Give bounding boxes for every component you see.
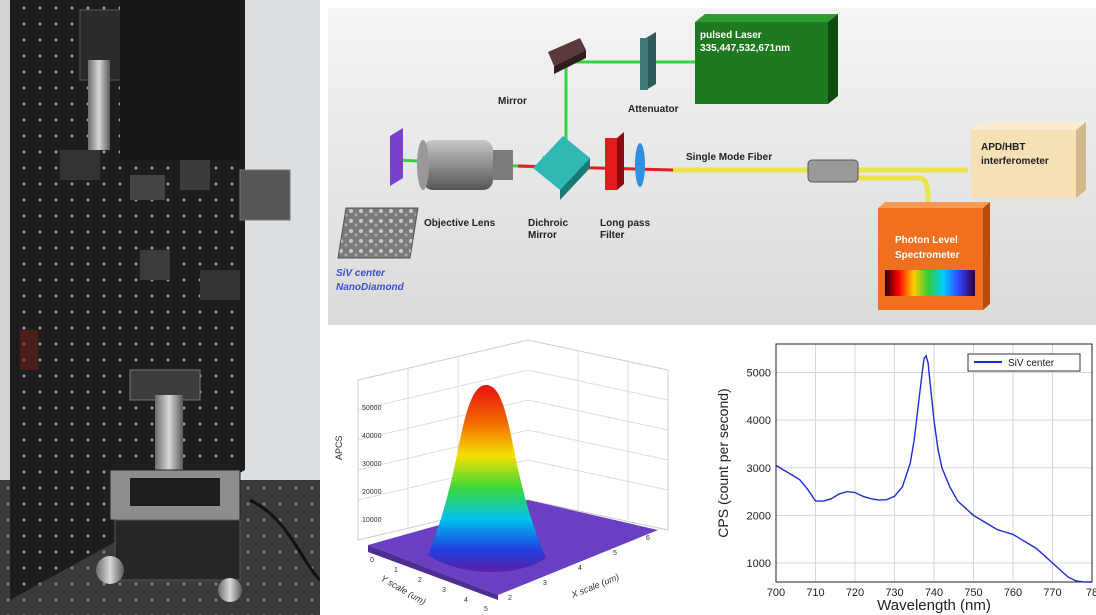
x-tick-label: 750 <box>964 587 982 599</box>
x-tick-label: 78 <box>1086 587 1096 599</box>
mirror-icon <box>548 38 586 74</box>
y-axis: 0 1 2 3 4 5 <box>370 557 488 613</box>
laser-label: pulsed Laser <box>700 30 762 41</box>
pulsed-laser-box: pulsed Laser 335,447,532,671nm <box>695 14 838 104</box>
apd-label-1: APD/HBT <box>981 142 1025 153</box>
focusing-lens-icon <box>635 143 645 187</box>
y-tick-label: 3000 <box>747 463 771 475</box>
dichroic-mirror-icon <box>533 136 590 200</box>
fiber-label: Single Mode Fiber <box>686 152 772 163</box>
fiber-splitter-icon <box>807 159 859 183</box>
optical-setup-schematic: pulsed Laser 335,447,532,671nm Attenuato… <box>328 8 1096 325</box>
legend-box <box>967 353 1081 372</box>
long-pass-filter-icon <box>605 132 624 190</box>
y-tick: 5 <box>484 606 488 613</box>
longpass-label-1: Long pass <box>600 218 650 229</box>
objective-lens-icon <box>417 140 513 190</box>
y-tick-label: 4000 <box>747 415 771 427</box>
x-tick: 4 <box>578 565 582 572</box>
y-tick: 3 <box>442 587 446 594</box>
spectrum-strip <box>885 270 975 296</box>
surface-peak <box>428 385 546 572</box>
y-tick: 4 <box>464 597 468 604</box>
legend-label: SiV center <box>1008 358 1055 369</box>
spectrometer-label-1: Photon Level <box>895 235 958 246</box>
setup-photo <box>0 0 320 615</box>
y-tick-label: 5000 <box>747 368 771 380</box>
x-axis: 700 710 720 730 740 750 760 770 78 <box>767 587 1096 599</box>
dichroic-label-1: Dichroic <box>528 218 568 229</box>
attenuator-icon <box>640 32 656 90</box>
x-tick-label: 720 <box>846 587 864 599</box>
x-tick-label: 760 <box>1004 587 1022 599</box>
z-tick: 10000 <box>362 517 382 524</box>
x-tick: 6 <box>646 535 650 542</box>
z-tick: 40000 <box>362 433 382 440</box>
x-tick-label: 700 <box>767 587 785 599</box>
y-tick: 1 <box>394 567 398 574</box>
siv-label-2: NanoDiamond <box>336 282 405 293</box>
x-tick-label: 710 <box>806 587 824 599</box>
series-line-siv-center <box>775 354 1092 583</box>
surface-plot: 50000 40000 30000 20000 10000 APCS 2 3 4… <box>328 330 690 615</box>
y-tick-label: 1000 <box>747 558 771 570</box>
z-axis: 50000 40000 30000 20000 10000 <box>362 405 382 524</box>
x-tick-label: 740 <box>925 587 943 599</box>
siv-label-1: SiV center <box>336 268 386 279</box>
spectrometer-box: Photon Level Spectrometer <box>878 202 990 310</box>
x-tick: 5 <box>613 550 617 557</box>
x-axis-label: Wavelength (nm) <box>877 597 991 614</box>
spectrometer-label-2: Spectrometer <box>895 250 960 261</box>
x-tick-label: 770 <box>1043 587 1061 599</box>
z-tick: 30000 <box>362 461 382 468</box>
y-axis: 1000 2000 3000 4000 5000 <box>747 368 771 570</box>
legend: SiV center <box>967 353 1081 372</box>
y-tick: 0 <box>370 557 374 564</box>
sample-plate-icon <box>390 128 403 186</box>
mirror-label: Mirror <box>498 96 527 107</box>
x-tick: 2 <box>508 595 512 602</box>
longpass-label-2: Filter <box>600 230 625 241</box>
y-axis-label: CPS (count per second) <box>715 388 731 537</box>
z-axis-label: APCS <box>334 435 344 460</box>
laser-wavelengths: 335,447,532,671nm <box>700 43 790 54</box>
spectrum-chart: 700 710 720 730 740 750 760 770 78 1000 2000 3000 4… <box>700 330 1096 615</box>
plot-frame <box>775 343 1093 583</box>
dichroic-label-2: Mirror <box>528 230 557 241</box>
y-tick: 2 <box>418 577 422 584</box>
z-tick: 50000 <box>362 405 382 412</box>
z-tick: 20000 <box>362 489 382 496</box>
y-tick-label: 2000 <box>747 510 771 522</box>
apd-label-2: interferometer <box>981 156 1049 167</box>
x-axis: 2 3 4 5 6 <box>508 535 650 602</box>
x-tick: 3 <box>543 580 547 587</box>
apd-interferometer-box: APD/HBT interferometer <box>971 122 1086 198</box>
attenuator-label: Attenuator <box>628 104 679 115</box>
nanodiamond-sample-icon <box>337 207 419 259</box>
objective-label: Objective Lens <box>424 218 496 229</box>
x-tick-label: 730 <box>885 587 903 599</box>
